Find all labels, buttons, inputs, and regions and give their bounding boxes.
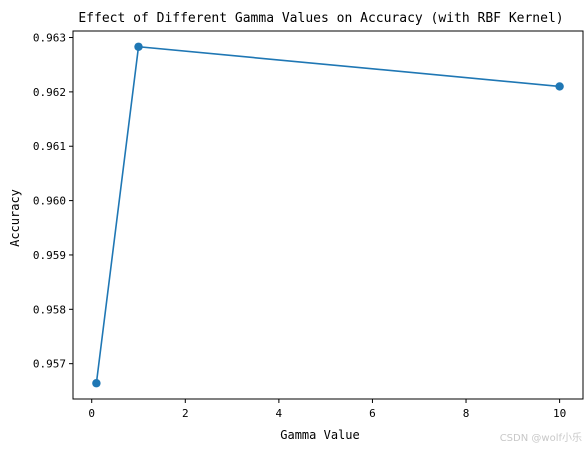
accuracy-series-markers <box>92 42 564 388</box>
y-tick-label: 0.961 <box>33 140 66 153</box>
x-axis-ticks: 0 2 4 6 8 10 <box>88 399 566 420</box>
y-tick-label: 0.959 <box>33 249 66 262</box>
data-point-marker <box>134 42 143 51</box>
x-tick-label: 2 <box>182 407 189 420</box>
y-tick-label: 0.963 <box>33 32 66 45</box>
x-axis-label: Gamma Value <box>280 428 359 442</box>
x-tick-label: 8 <box>463 407 470 420</box>
watermark: CSDN @wolf小乐 <box>499 433 582 444</box>
data-point-marker <box>92 379 101 388</box>
y-tick-label: 0.957 <box>33 358 66 371</box>
y-tick-label: 0.960 <box>33 195 66 208</box>
x-tick-label: 0 <box>88 407 95 420</box>
data-point-marker <box>555 82 564 91</box>
x-tick-label: 6 <box>369 407 376 420</box>
plot-area-frame <box>72 30 584 400</box>
chart-title: Effect of Different Gamma Values on Accu… <box>78 11 563 26</box>
y-tick-label: 0.962 <box>33 86 66 99</box>
y-axis-label: Accuracy <box>8 189 22 247</box>
x-tick-label: 4 <box>276 407 283 420</box>
x-tick-label: 10 <box>553 407 566 420</box>
y-axis-ticks: 0.957 0.958 0.959 0.960 0.961 0.962 0.963 <box>33 32 73 371</box>
y-tick-label: 0.958 <box>33 303 66 316</box>
